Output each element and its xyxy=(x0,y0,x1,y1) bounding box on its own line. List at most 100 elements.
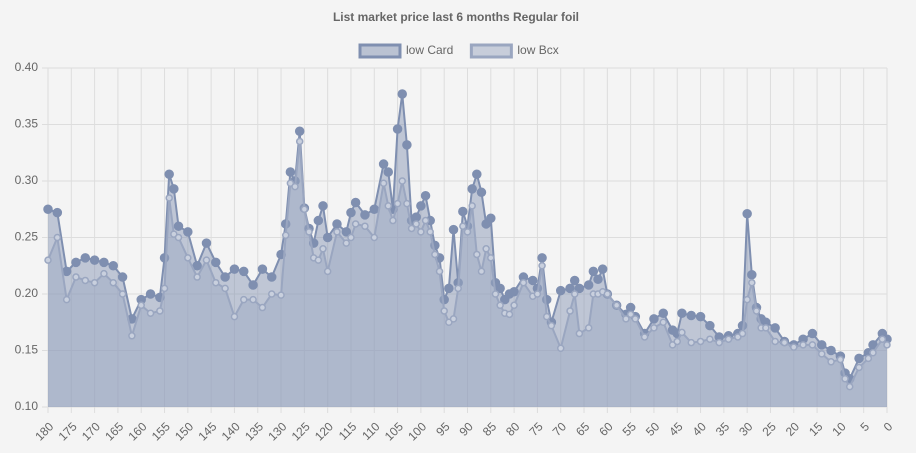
data-point xyxy=(868,340,878,350)
x-tick-label: 65 xyxy=(573,419,593,439)
data-point xyxy=(44,256,52,264)
data-point xyxy=(305,228,313,236)
data-point xyxy=(533,290,542,298)
data-point xyxy=(89,255,100,265)
data-point xyxy=(249,295,257,304)
data-point xyxy=(421,216,430,225)
data-point xyxy=(528,275,538,286)
data-point xyxy=(449,315,458,323)
data-point xyxy=(221,284,229,293)
data-point xyxy=(61,266,72,277)
data-point xyxy=(695,311,706,322)
data-point xyxy=(519,278,528,287)
data-point xyxy=(687,338,695,347)
x-tick-label: 115 xyxy=(336,419,360,443)
data-point xyxy=(463,228,472,236)
x-tick-label: 135 xyxy=(242,419,266,443)
data-point xyxy=(313,215,324,226)
data-point xyxy=(841,375,849,383)
data-point xyxy=(565,283,575,294)
data-point xyxy=(459,222,467,230)
data-point xyxy=(407,224,416,233)
data-point xyxy=(201,238,212,248)
data-point xyxy=(183,227,193,237)
x-tick-label: 140 xyxy=(219,419,243,443)
data-point xyxy=(417,228,425,236)
data-point xyxy=(295,137,304,146)
legend-swatch xyxy=(469,43,513,59)
data-point xyxy=(509,286,519,297)
data-point xyxy=(625,302,636,313)
data-point xyxy=(593,274,603,285)
x-tick-label: 110 xyxy=(359,419,383,443)
x-tick-label: 5 xyxy=(857,419,872,434)
data-point xyxy=(440,307,448,315)
data-point xyxy=(752,307,761,315)
y-tick-label: 0.40 xyxy=(15,60,39,74)
data-point xyxy=(622,315,630,323)
x-tick-label: 45 xyxy=(666,419,686,439)
data-point xyxy=(724,335,733,343)
data-point xyxy=(220,272,230,282)
y-tick-label: 0.20 xyxy=(15,286,39,300)
data-point xyxy=(458,206,468,217)
data-point xyxy=(817,350,826,358)
data-point xyxy=(72,273,80,281)
x-tick-label: 50 xyxy=(643,419,663,439)
data-point xyxy=(240,295,248,304)
data-point xyxy=(790,343,798,351)
data-point xyxy=(108,261,119,271)
x-tick-label: 155 xyxy=(149,419,173,443)
data-point xyxy=(212,278,220,287)
data-point xyxy=(314,256,323,264)
x-tick-label: 105 xyxy=(382,419,406,443)
data-point xyxy=(477,267,486,276)
data-point xyxy=(160,284,169,293)
chart-title: List market price last 6 months Regular … xyxy=(333,10,579,24)
data-point xyxy=(99,257,109,268)
x-tick-label: 55 xyxy=(620,419,640,439)
data-point xyxy=(476,187,487,198)
data-point xyxy=(696,337,705,346)
data-point xyxy=(473,250,481,259)
data-point xyxy=(300,205,309,213)
y-tick-label: 0.30 xyxy=(15,173,39,187)
data-point xyxy=(748,278,756,287)
data-point xyxy=(174,233,183,242)
data-point xyxy=(487,254,495,262)
data-point xyxy=(230,312,239,321)
data-point xyxy=(678,328,686,337)
data-point xyxy=(294,126,305,137)
x-tick-label: 120 xyxy=(312,419,336,443)
data-point xyxy=(612,301,621,310)
data-point xyxy=(62,295,71,304)
x-tick-label: 15 xyxy=(806,419,826,439)
x-tick-label: 170 xyxy=(79,419,103,443)
data-point xyxy=(137,301,145,310)
data-point xyxy=(588,266,599,277)
data-point xyxy=(448,224,459,235)
data-point xyxy=(827,358,835,366)
data-point xyxy=(743,295,751,304)
data-point xyxy=(43,204,53,214)
data-point xyxy=(742,209,752,219)
data-point xyxy=(333,228,341,236)
data-point xyxy=(574,283,585,294)
x-tick-label: 150 xyxy=(172,419,196,443)
data-point xyxy=(626,310,635,319)
data-point xyxy=(379,179,388,188)
data-point xyxy=(556,344,565,352)
data-point xyxy=(322,232,333,243)
data-point xyxy=(762,324,770,332)
data-point xyxy=(267,290,276,298)
data-point xyxy=(360,210,370,220)
data-point xyxy=(398,177,406,185)
x-tick-label: 165 xyxy=(102,419,126,443)
data-point xyxy=(128,332,136,340)
data-point xyxy=(100,269,108,278)
data-point xyxy=(575,329,584,338)
data-point xyxy=(603,290,612,298)
data-point xyxy=(402,140,412,150)
x-tick-label: 75 xyxy=(526,419,546,439)
data-point xyxy=(472,169,482,179)
